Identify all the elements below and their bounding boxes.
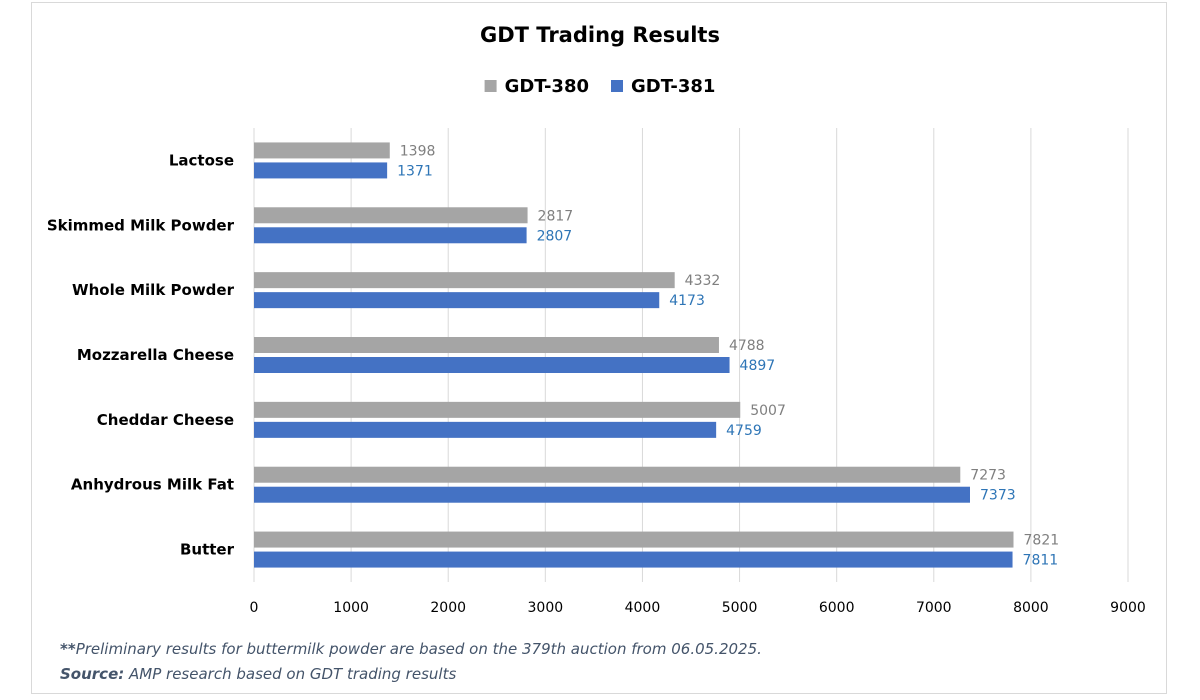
- value-label-gdt-381-butter: 7811: [1023, 553, 1059, 569]
- bar-gdt-381-whole-milk-powder: [254, 292, 660, 309]
- footnote-source: Source: AMP research based on GDT tradin…: [60, 665, 456, 683]
- x-tick-label-2000: 2000: [430, 600, 466, 616]
- footnote-text: Preliminary results for buttermilk powde…: [75, 640, 762, 658]
- value-label-gdt-380-lactose: 1398: [400, 143, 436, 159]
- bar-gdt-380-anhydrous-milk-fat: [254, 466, 961, 483]
- legend-swatch-gdt-381: [611, 80, 623, 92]
- x-tick-label-5000: 5000: [722, 600, 758, 616]
- value-label-gdt-381-anhydrous-milk-fat: 7373: [980, 488, 1016, 504]
- category-label-cheddar-cheese: Cheddar Cheese: [97, 411, 234, 429]
- footnote-preliminary: **Preliminary results for buttermilk pow…: [60, 640, 762, 658]
- x-tick-label-3000: 3000: [528, 600, 564, 616]
- value-label-gdt-380-mozzarella-cheese: 4788: [729, 338, 765, 354]
- gridlines: [253, 128, 1129, 582]
- value-label-gdt-381-cheddar-cheese: 4759: [726, 423, 762, 439]
- category-labels: Lactose Skimmed Milk Powder Whole Milk Pow…: [47, 151, 235, 558]
- value-label-gdt-380-anhydrous-milk-fat: 7273: [970, 468, 1006, 484]
- source-text: AMP research based on GDT trading result…: [124, 665, 457, 683]
- legend-label-gdt-380: GDT-380: [505, 76, 589, 97]
- value-label-gdt-381-lactose: 1371: [397, 163, 433, 179]
- x-tick-label-1000: 1000: [333, 600, 369, 616]
- x-tick-label-4000: 4000: [625, 600, 661, 616]
- category-label-lactose: Lactose: [169, 151, 234, 169]
- legend-swatch-gdt-380: [484, 80, 497, 92]
- value-label-gdt-381-skimmed-milk-powder: 2807: [537, 228, 573, 244]
- category-label-anhydrous-milk-fat: Anhydrous Milk Fat: [71, 476, 234, 494]
- value-label-gdt-380-skimmed-milk-powder: 2817: [538, 208, 574, 224]
- value-label-gdt-380-cheddar-cheese: 5007: [750, 403, 786, 419]
- bar-gdt-380-cheddar-cheese: [254, 401, 741, 418]
- category-label-skimmed-milk-powder: Skimmed Milk Powder: [47, 216, 235, 234]
- bars: 1398 1371 2817 2807 4332 4173 4788 4897 5007 4759…: [254, 142, 1060, 569]
- bar-gdt-381-lactose: [254, 162, 388, 179]
- bar-gdt-381-skimmed-milk-powder: [254, 227, 527, 244]
- chart-title: GDT Trading Results: [480, 23, 720, 47]
- x-tick-label-7000: 7000: [916, 600, 952, 616]
- x-tick-label-8000: 8000: [1013, 600, 1049, 616]
- x-tick-label-9000: 9000: [1110, 600, 1146, 616]
- footnote-asterisks: **: [60, 640, 76, 658]
- value-label-gdt-380-whole-milk-powder: 4332: [685, 273, 721, 289]
- x-axis-ticks: 0 1000 2000 3000 4000 5000 6000 7000 8000 9000: [250, 600, 1146, 616]
- category-label-mozzarella-cheese: Mozzarella Cheese: [77, 346, 234, 364]
- bar-gdt-381-anhydrous-milk-fat: [254, 486, 971, 503]
- bar-gdt-380-butter: [254, 531, 1014, 548]
- source-label: Source:: [60, 665, 125, 683]
- x-tick-label-0: 0: [250, 600, 259, 616]
- value-label-gdt-381-mozzarella-cheese: 4897: [740, 358, 776, 374]
- bar-gdt-380-whole-milk-powder: [254, 272, 675, 289]
- category-label-whole-milk-powder: Whole Milk Powder: [72, 281, 235, 299]
- bar-gdt-381-butter: [254, 551, 1013, 568]
- legend-item-gdt-380: GDT-380: [484, 76, 589, 97]
- value-label-gdt-381-whole-milk-powder: 4173: [669, 293, 705, 309]
- x-tick-label-6000: 6000: [819, 600, 855, 616]
- bar-gdt-380-skimmed-milk-powder: [254, 207, 528, 224]
- category-label-butter: Butter: [180, 541, 235, 559]
- bar-gdt-380-mozzarella-cheese: [254, 337, 719, 353]
- bar-gdt-380-lactose: [254, 142, 390, 159]
- bar-gdt-381-cheddar-cheese: [254, 421, 717, 438]
- legend-item-gdt-381: GDT-381: [611, 76, 715, 97]
- legend-label-gdt-381: GDT-381: [631, 76, 715, 97]
- bar-gdt-381-mozzarella-cheese: [254, 357, 730, 373]
- value-label-gdt-380-butter: 7821: [1024, 533, 1060, 549]
- legend: GDT-380 GDT-381: [484, 76, 715, 97]
